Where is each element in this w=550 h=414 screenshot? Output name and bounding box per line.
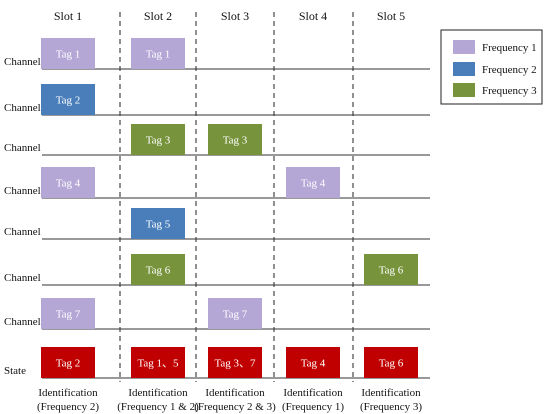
row-label: Channel	[4, 56, 41, 68]
row-5: Channel Tag 5	[4, 208, 430, 240]
tag-box-fill	[41, 38, 95, 69]
tag-box-label: Tag 4	[301, 358, 326, 370]
tag-box: Tag 3	[131, 124, 185, 155]
tag-box-label: Tag 6	[379, 358, 404, 370]
tag-box: Tag 1、5	[131, 347, 185, 378]
row-6: Channel Tag 6 Tag 6	[4, 254, 430, 286]
slot-header-1: Slot 1	[54, 9, 82, 23]
tag-box-label: Tag 1、5	[137, 358, 179, 370]
tag-box: Tag 6	[364, 254, 418, 285]
channel-rows: Channel Tag 1 Tag 1 Channel Tag 2 Channel Tag …	[4, 38, 430, 379]
identification-line2: (Frequency 2)	[37, 401, 99, 413]
tag-box-fill	[41, 298, 95, 329]
tag-box: Tag 2	[41, 84, 95, 115]
legend-swatch	[453, 40, 475, 54]
row-label: Channel	[4, 185, 41, 197]
tag-box: Tag 6	[364, 347, 418, 378]
tag-box-fill	[208, 298, 262, 329]
identification-line2: (Frequency 1)	[282, 401, 344, 413]
identification-labels: Identification (Frequency 2) Identificatio…	[37, 387, 422, 413]
identification-line1: Identification	[205, 387, 265, 399]
legend-label: Frequency 1	[482, 42, 537, 54]
identification-line1: Identification	[361, 387, 421, 399]
row-3: Channel Tag 3 Tag 3	[4, 124, 430, 156]
tag-box: Tag 4	[286, 347, 340, 378]
tag-box-fill	[131, 347, 185, 378]
row-label: State	[4, 365, 26, 377]
tag-box-fill	[41, 167, 95, 198]
legend: Frequency 1 Frequency 2 Frequency 3	[440, 29, 543, 105]
tag-box: Tag 7	[208, 298, 262, 329]
slot-header-5: Slot 5	[377, 9, 405, 23]
tag-box-label: Tag 4	[56, 178, 81, 190]
tag-box-fill	[286, 167, 340, 198]
tag-box: Tag 6	[131, 254, 185, 285]
row-1: Channel Tag 1 Tag 1	[4, 38, 430, 70]
tag-box-fill	[131, 254, 185, 285]
row-7: Channel Tag 7 Tag 7	[4, 298, 430, 330]
slot-header-3: Slot 3	[221, 9, 249, 23]
row-8: State Tag 2 Tag 1、5 Tag 3、7 Tag 4 Tag 6	[4, 347, 430, 379]
tag-box-label: Tag 6	[146, 265, 171, 277]
tag-box-label: Tag 5	[146, 219, 171, 231]
tag-box: Tag 7	[41, 298, 95, 329]
identification-line2: (Frequency 1 & 2)	[117, 401, 199, 413]
tag-box-label: Tag 7	[56, 309, 81, 321]
row-2: Channel Tag 2	[4, 84, 430, 116]
tag-box: Tag 3	[208, 124, 262, 155]
row-label: Channel	[4, 226, 41, 238]
row-label: Channel	[4, 272, 41, 284]
tag-box: Tag 4	[286, 167, 340, 198]
tag-box-fill	[208, 124, 262, 155]
tag-box-fill	[131, 38, 185, 69]
tag-box: Tag 3、7	[208, 347, 262, 378]
tag-box-label: Tag 3	[146, 135, 171, 147]
legend-item-1: Frequency 1	[453, 40, 537, 54]
legend-swatch	[453, 62, 475, 76]
tag-box-fill	[286, 347, 340, 378]
slot-header-4: Slot 4	[299, 9, 327, 23]
tag-box-fill	[131, 208, 185, 239]
row-4: Channel Tag 4 Tag 4	[4, 167, 430, 199]
tag-box-label: Tag 7	[223, 309, 248, 321]
tag-box-fill	[364, 254, 418, 285]
identification-line1: Identification	[283, 387, 343, 399]
tag-box-fill	[208, 347, 262, 378]
tag-box-fill	[41, 347, 95, 378]
tag-box-label: Tag 2	[56, 358, 81, 370]
tag-box-label: Tag 2	[56, 95, 81, 107]
legend-item-3: Frequency 3	[453, 83, 537, 97]
tag-box-label: Tag 1	[56, 49, 81, 61]
tag-box: Tag 5	[131, 208, 185, 239]
row-label: Channel	[4, 316, 41, 328]
row-label: Channel	[4, 102, 41, 114]
tag-box-label: Tag 1	[146, 49, 171, 61]
row-label: Channel	[4, 142, 41, 154]
slot-headers: Slot 1 Slot 2 Slot 3 Slot 4 Slot 5	[54, 9, 405, 23]
tag-box-label: Tag 3、7	[214, 358, 256, 370]
identification-line1: Identification	[38, 387, 98, 399]
tag-box-fill	[131, 124, 185, 155]
legend-swatch	[453, 83, 475, 97]
legend-item-2: Frequency 2	[453, 62, 537, 76]
slot-dividers	[119, 12, 354, 382]
tag-box-label: Tag 3	[223, 135, 248, 147]
identification-line2: (Frequency 3)	[360, 401, 422, 413]
tag-box: Tag 4	[41, 167, 95, 198]
tag-box: Tag 2	[41, 347, 95, 378]
slot-header-2: Slot 2	[144, 9, 172, 23]
tag-box: Tag 1	[131, 38, 185, 69]
identification-line2: (Frequency 2 & 3)	[194, 401, 276, 413]
tag-box: Tag 1	[41, 38, 95, 69]
tag-box-fill	[41, 84, 95, 115]
tag-box-fill	[364, 347, 418, 378]
identification-line1: Identification	[128, 387, 188, 399]
tag-box-label: Tag 4	[301, 178, 326, 190]
legend-label: Frequency 2	[482, 64, 537, 76]
legend-label: Frequency 3	[482, 85, 537, 97]
tag-box-label: Tag 6	[379, 265, 404, 277]
